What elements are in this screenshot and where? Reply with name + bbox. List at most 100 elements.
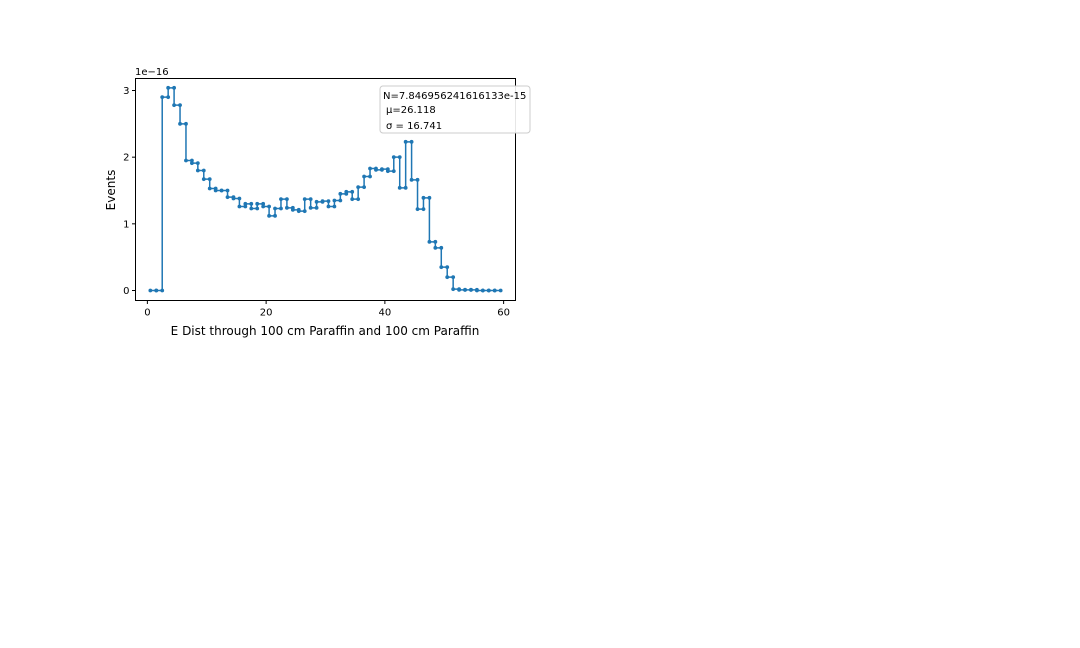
data-point [166, 85, 171, 90]
data-point [380, 167, 384, 172]
x-ticks: 0 20 40 60 [144, 300, 510, 319]
data-point [255, 206, 260, 211]
y-tick-label: 3 [123, 86, 129, 97]
data-point [439, 265, 444, 270]
data-point [409, 139, 414, 144]
x-tick-label: 0 [144, 308, 150, 319]
data-point [249, 201, 254, 206]
data-point [409, 177, 414, 182]
data-point [255, 201, 260, 206]
data-point [391, 155, 396, 160]
stats-legend-box [379, 85, 531, 134]
data-point [267, 213, 271, 218]
data-point [201, 168, 206, 173]
data-point [308, 205, 313, 210]
data-point [362, 185, 366, 190]
data-point [433, 239, 438, 244]
data-point [320, 199, 325, 204]
data-point [207, 186, 212, 191]
data-point [356, 197, 361, 202]
y-offset-label: 1e−16 [135, 67, 169, 78]
x-axis-label: E Dist through 100 cm Paraffin and 100 c… [171, 324, 480, 338]
data-point [219, 188, 224, 193]
y-tick-label: 1 [123, 219, 129, 230]
data-point [302, 197, 307, 202]
data-point [326, 204, 331, 209]
y-tick-label: 0 [123, 286, 129, 297]
data-point [421, 207, 426, 212]
data-point [184, 158, 188, 163]
data-series [148, 85, 503, 293]
data-point [184, 121, 188, 126]
data-point [326, 199, 331, 204]
data-point [296, 209, 301, 214]
data-point [445, 275, 450, 280]
y-axis-label: Events [104, 170, 118, 211]
data-point [350, 189, 355, 194]
data-point [279, 197, 283, 202]
data-point [207, 177, 212, 182]
stats-mu: μ=26.118 [386, 105, 436, 116]
data-point [178, 121, 182, 126]
data-point [427, 239, 432, 244]
data-point [267, 204, 271, 209]
data-point [279, 206, 283, 211]
data-point [225, 188, 230, 193]
data-point [261, 204, 266, 209]
data-point [492, 288, 497, 293]
data-point [261, 201, 266, 206]
data-point [463, 287, 467, 292]
data-point [350, 197, 355, 202]
data-point [480, 288, 485, 293]
data-point [172, 85, 176, 90]
data-point [445, 265, 450, 270]
data-point [178, 103, 182, 108]
data-point [172, 103, 176, 108]
data-point [195, 168, 200, 173]
data-point [273, 213, 277, 218]
data-point [237, 204, 242, 209]
x-tick-label: 60 [497, 308, 510, 319]
data-point [433, 245, 438, 250]
data-point [427, 195, 432, 200]
data-point [302, 209, 307, 214]
data-point [273, 206, 277, 211]
stats-sigma: σ = 16.741 [386, 121, 442, 132]
data-point [243, 201, 248, 206]
data-point [285, 205, 289, 210]
stats-n: N=7.846956241616133e-15 [383, 91, 526, 102]
data-point [338, 191, 343, 196]
data-point [332, 204, 337, 209]
data-point [403, 185, 408, 190]
data-point [190, 158, 194, 163]
data-point [498, 288, 503, 293]
stats-legend: N=7.846956241616133e-15 μ=26.118 σ = 16.… [379, 85, 531, 134]
y-ticks: 0 1 2 3 [123, 86, 136, 297]
data-point [225, 195, 230, 200]
data-point [415, 177, 420, 182]
data-point [308, 197, 313, 202]
plot-frame [135, 78, 516, 301]
data-point [154, 288, 159, 293]
x-tick-label: 20 [260, 308, 273, 319]
data-point [166, 95, 171, 100]
data-point [290, 207, 295, 212]
data-point [314, 205, 319, 210]
data-point [160, 95, 165, 100]
data-point [368, 166, 372, 171]
y-tick-label: 2 [123, 153, 129, 164]
data-point [356, 185, 361, 190]
data-point [368, 174, 372, 179]
x-tick-label: 40 [379, 308, 392, 319]
data-point [190, 161, 194, 166]
data-point [237, 196, 242, 201]
data-point [469, 287, 473, 292]
data-point [457, 287, 461, 292]
data-point [391, 169, 396, 174]
data-point [332, 198, 337, 203]
data-point [314, 199, 319, 204]
data-point [451, 275, 456, 280]
data-point [475, 288, 479, 293]
data-point [374, 167, 378, 172]
